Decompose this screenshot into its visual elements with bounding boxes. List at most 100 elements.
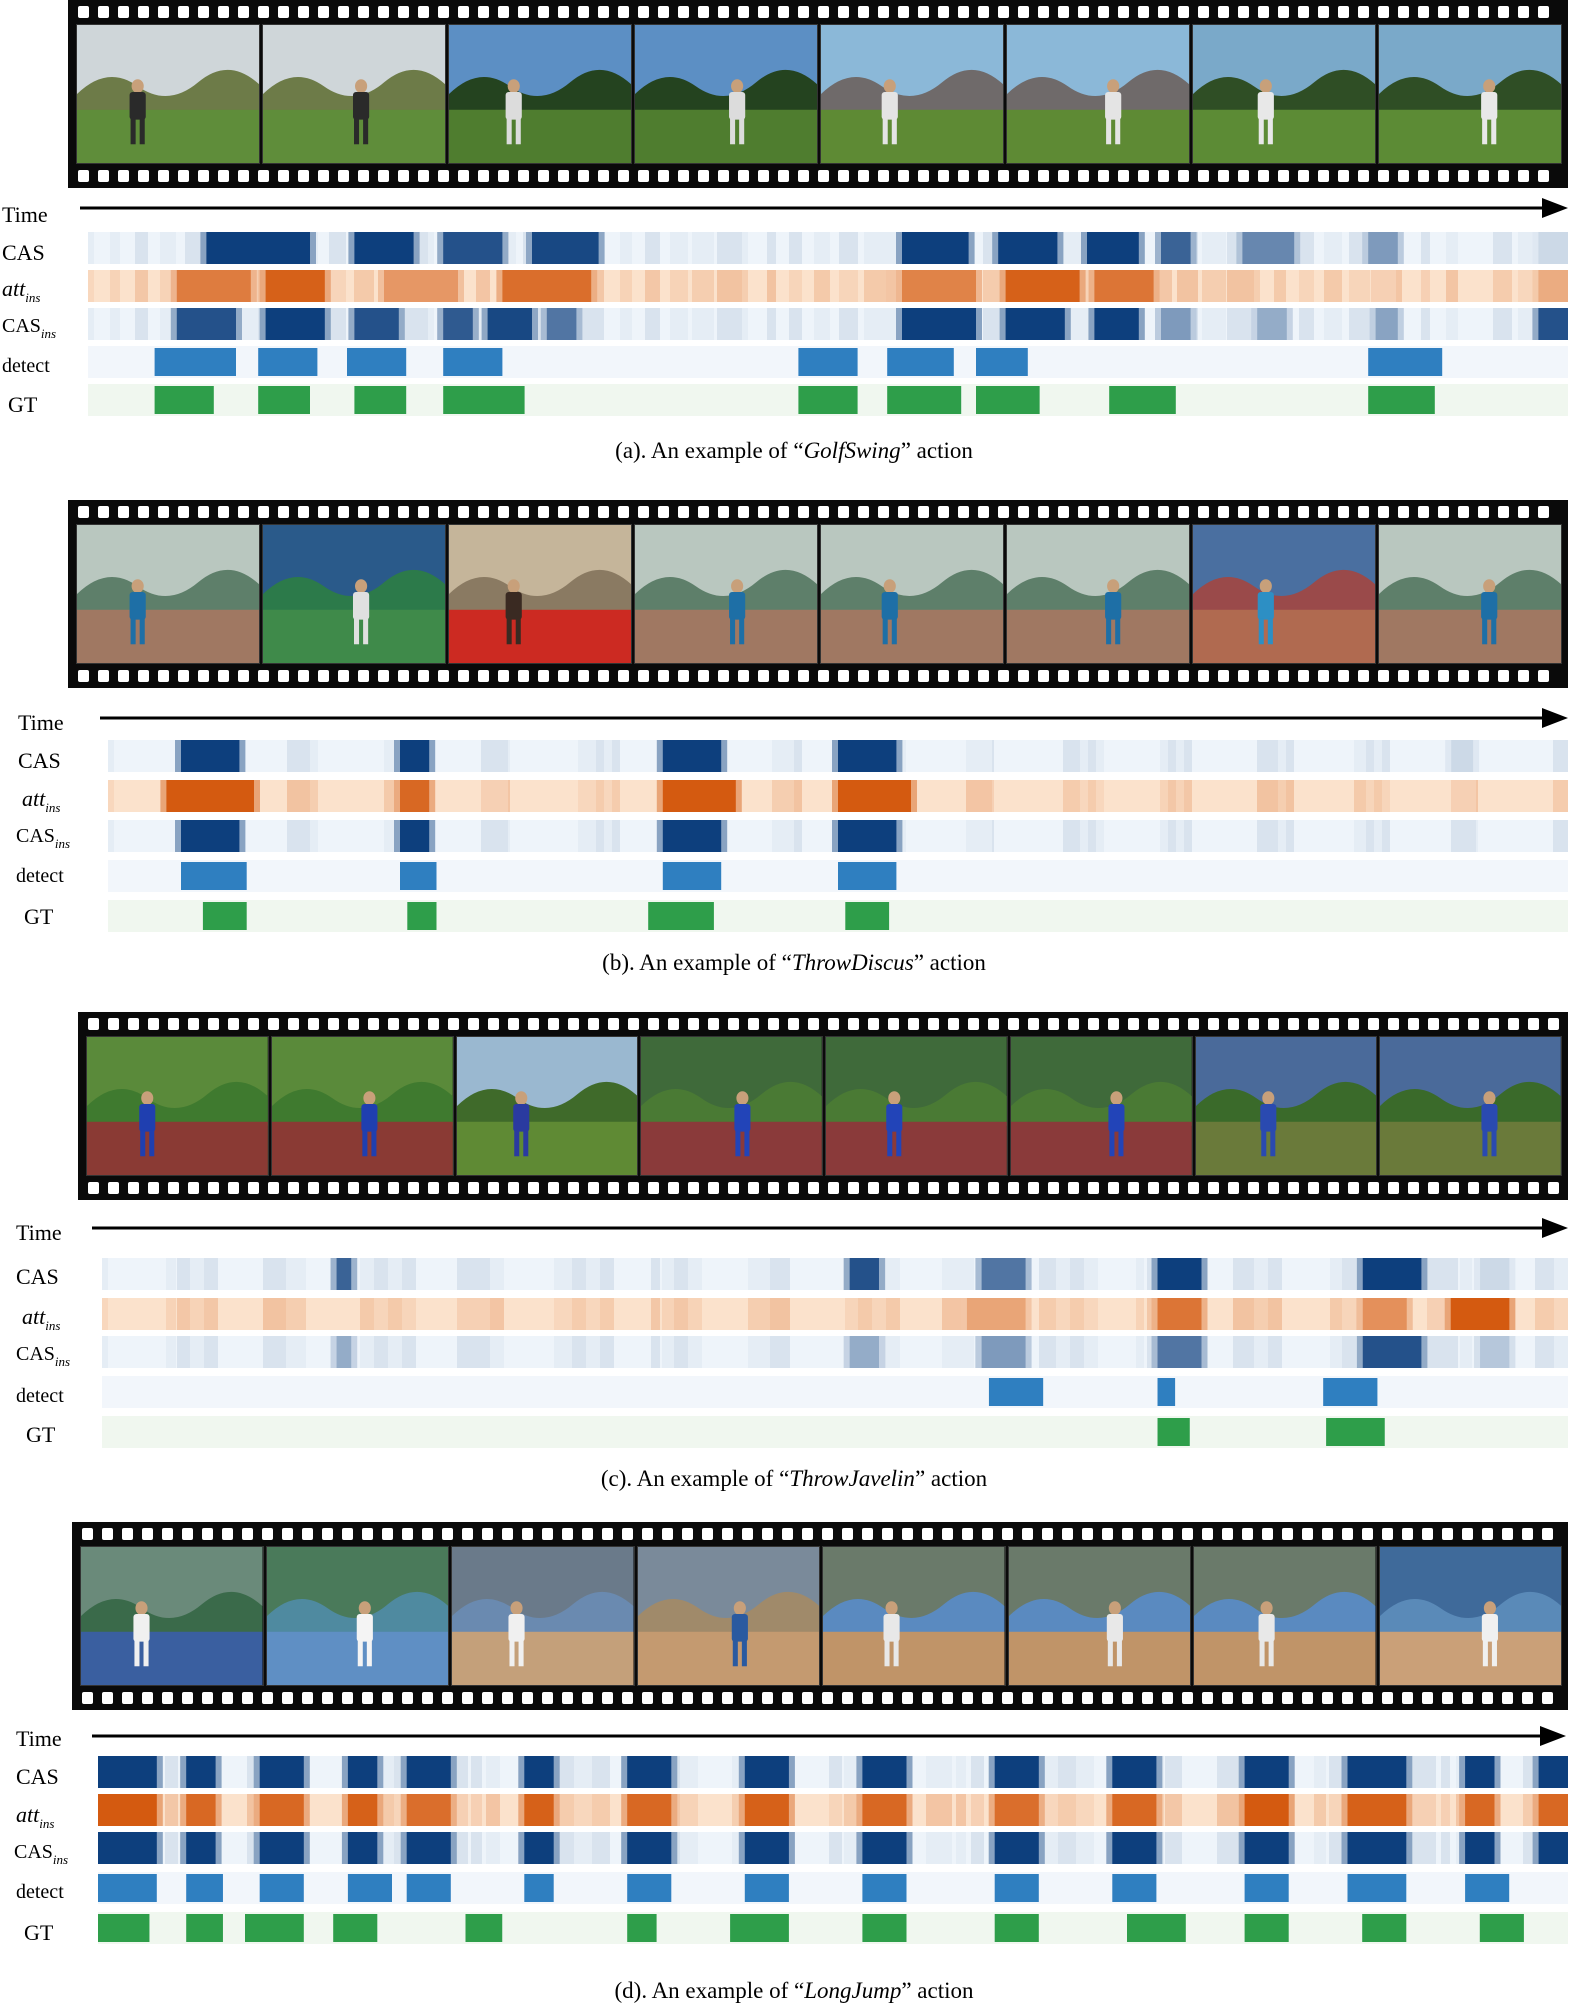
video-frame: [822, 1546, 1006, 1686]
casins-texture: [684, 1336, 702, 1368]
cas-texture: [814, 232, 830, 264]
cas-texture: [110, 232, 120, 264]
att-texture: [680, 1794, 698, 1826]
att-texture: [1324, 270, 1342, 302]
cas-texture: [742, 232, 748, 264]
detect-label: detect: [16, 1881, 64, 1903]
cas-texture: [651, 1258, 660, 1290]
gt-segment: [1109, 386, 1176, 414]
film-sprockets-top: [84, 1016, 1562, 1032]
casins-texture: [742, 308, 748, 340]
cas-texture: [471, 1756, 482, 1788]
cas-texture: [185, 232, 204, 264]
detect-segment: [1244, 1874, 1289, 1902]
casins-activation: [1005, 308, 1065, 340]
gt-segment: [1368, 386, 1435, 414]
detect-segment: [443, 348, 503, 376]
cas-activation: [744, 1756, 789, 1788]
cas-track: [98, 1756, 1568, 1788]
att-activation: [1112, 1794, 1157, 1826]
casins-activation: [838, 820, 897, 852]
cas-activation: [406, 1756, 451, 1788]
casins-activation: [1161, 308, 1191, 340]
cas-texture: [108, 740, 114, 772]
att-texture: [1411, 1794, 1436, 1826]
casins-activation: [524, 1832, 554, 1864]
att-texture: [692, 270, 714, 302]
att-texture: [1553, 780, 1568, 812]
att-texture: [1257, 780, 1278, 812]
casins-texture: [1441, 1832, 1450, 1864]
cas-texture: [1329, 1756, 1344, 1788]
cas-texture: [717, 232, 742, 264]
att-activation: [186, 1794, 216, 1826]
casins-activation: [1094, 308, 1139, 340]
casins-texture: [662, 1336, 674, 1368]
casins-texture: [1421, 308, 1430, 340]
detect-segment: [406, 1874, 451, 1902]
video-frame: [1193, 1546, 1377, 1686]
casins-activation: [1538, 308, 1568, 340]
video-frame: [825, 1036, 1008, 1176]
cas-activation: [1480, 1258, 1510, 1290]
gt-segment: [627, 1914, 657, 1942]
video-frame: [448, 524, 632, 664]
cas-texture: [177, 1258, 190, 1290]
time-arrow: [92, 1218, 1568, 1238]
att-texture: [767, 270, 776, 302]
detect-label: detect: [2, 355, 50, 377]
casins-texture: [1349, 308, 1370, 340]
cas-texture: [1257, 740, 1278, 772]
att-texture: [1063, 780, 1080, 812]
att-texture: [620, 270, 632, 302]
cas-texture: [748, 1258, 770, 1290]
att-texture: [856, 1298, 872, 1330]
att-texture: [329, 270, 346, 302]
casins-texture: [1535, 1336, 1554, 1368]
gt-segment: [862, 1914, 907, 1942]
att-texture: [864, 270, 886, 302]
casins-texture: [942, 1336, 968, 1368]
cas-activation: [902, 232, 969, 264]
cas-track: [88, 232, 1568, 264]
casins-texture: [1257, 820, 1278, 852]
casins-texture: [554, 1336, 572, 1368]
video-frame: [86, 1036, 269, 1176]
panel-d: Time CAS attins CASins detect GT (d). An…: [0, 1522, 1588, 2016]
att-texture: [457, 1298, 484, 1330]
att-texture: [814, 270, 830, 302]
casins-texture: [1330, 1336, 1342, 1368]
film-sprockets-top: [74, 4, 1562, 20]
gt-track: [98, 1912, 1568, 1944]
casins-activation: [181, 820, 240, 852]
time-label: Time: [2, 202, 48, 227]
att-texture: [296, 1298, 306, 1330]
casins-texture: [1063, 820, 1080, 852]
cas-activation: [994, 1756, 1039, 1788]
att-ins-label: attins: [16, 1802, 55, 1831]
cas-ins-label: CASins: [16, 825, 71, 851]
att-texture: [971, 1794, 984, 1826]
casins-activation: [354, 308, 399, 340]
cas-texture: [1441, 1756, 1450, 1788]
cas-texture: [789, 232, 802, 264]
att-texture: [789, 270, 802, 302]
gt-background: [108, 900, 1568, 932]
casins-texture: [1202, 308, 1226, 340]
att-texture: [829, 1794, 842, 1826]
att-texture: [110, 270, 120, 302]
att-texture: [481, 780, 508, 812]
att-texture: [1441, 1794, 1450, 1826]
att-texture: [479, 1298, 490, 1330]
detect-segment: [1323, 1378, 1378, 1406]
cas-activation: [524, 1756, 554, 1788]
casins-texture: [1217, 1832, 1238, 1864]
cas-texture: [1063, 740, 1080, 772]
att-activation: [1450, 1298, 1510, 1330]
casins-activation: [259, 1832, 304, 1864]
casins-texture: [479, 1336, 490, 1368]
cas-ins-track: [88, 308, 1568, 340]
casins-activation: [98, 1832, 157, 1864]
casins-activation: [1347, 1832, 1407, 1864]
cas-activation: [400, 740, 430, 772]
